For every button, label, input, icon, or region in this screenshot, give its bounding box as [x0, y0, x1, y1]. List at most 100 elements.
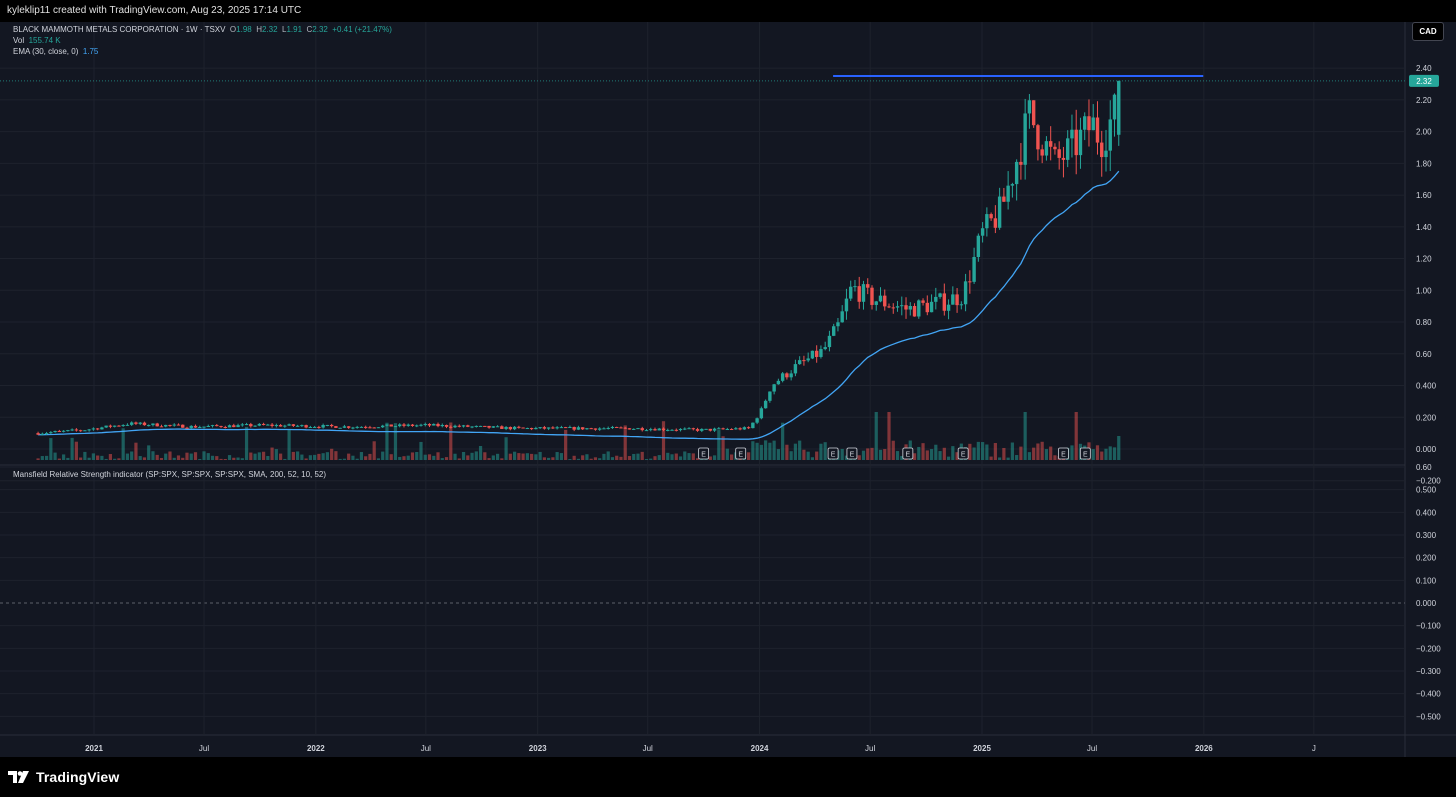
- high-label: H: [256, 25, 262, 34]
- high-value: 2.32: [261, 25, 278, 34]
- price-chart[interactable]: 2.40 2.20 2.00 1.80 1.60 1.40 1.20 1.00 0.80 0.60…: [0, 22, 1456, 757]
- candle-body: [529, 428, 534, 430]
- y-tick-label: −0.200: [1416, 477, 1441, 486]
- candle-body: [517, 426, 521, 428]
- volume-bar: [755, 442, 759, 460]
- candle-body: [768, 391, 772, 401]
- volume-bar: [104, 458, 108, 460]
- candle-body: [1027, 100, 1032, 114]
- candle-body: [1002, 196, 1006, 202]
- volume-bar: [330, 448, 334, 460]
- candle-body: [666, 429, 670, 431]
- candle-body: [385, 424, 389, 426]
- candle-body: [704, 428, 708, 430]
- candle-body: [759, 408, 764, 419]
- candle-body: [883, 295, 887, 307]
- volume-bar: [512, 451, 517, 460]
- volume-bar: [542, 457, 546, 460]
- candle-body: [219, 426, 223, 428]
- candle-body: [997, 196, 1002, 228]
- candle-body: [181, 424, 185, 428]
- volume-bar: [695, 458, 700, 460]
- candle-body: [351, 427, 355, 429]
- volume-bar: [338, 458, 342, 460]
- volume-bar: [1074, 412, 1078, 460]
- volume-bar: [364, 456, 368, 460]
- volume-bar: [453, 453, 457, 460]
- y-tick-label: 0.80: [1416, 318, 1432, 327]
- y-tick-label: 0.400: [1416, 382, 1437, 391]
- volume-bar: [883, 449, 887, 460]
- earnings-marker-label: E: [961, 452, 966, 459]
- volume-bar: [878, 449, 883, 460]
- candle-body: [955, 294, 959, 306]
- candle-body: [1044, 141, 1049, 156]
- candle-body: [776, 380, 781, 385]
- candle-body: [615, 426, 619, 428]
- chart-panel[interactable]: 2.40 2.20 2.00 1.80 1.60 1.40 1.20 1.00 0.80 0.60…: [0, 22, 1456, 757]
- indicator-y-tick-label: 0.200: [1416, 554, 1437, 563]
- y-tick-label: 0.000: [1416, 445, 1437, 454]
- candle-body: [878, 295, 883, 302]
- candles: [36, 80, 1121, 436]
- x-tick-label: Jul: [643, 744, 653, 753]
- candle-body: [308, 426, 313, 428]
- candle-body: [683, 428, 687, 430]
- candle-body: [921, 300, 925, 303]
- candle-body: [844, 298, 849, 312]
- volume-bar: [215, 456, 219, 460]
- volume-bar: [134, 442, 138, 460]
- volume-bar: [351, 455, 355, 460]
- volume-bar: [368, 453, 372, 460]
- candle-body: [793, 364, 798, 374]
- volume-bar: [866, 448, 870, 460]
- volume-bar: [500, 458, 504, 460]
- volume-bar: [1049, 446, 1053, 460]
- volume-bar: [470, 452, 474, 460]
- volume-bar: [483, 452, 487, 460]
- volume-bar: [223, 458, 227, 460]
- candle-body: [895, 306, 900, 308]
- candle-body: [134, 422, 138, 424]
- candle-body: [942, 293, 947, 311]
- volume-bar: [691, 453, 695, 460]
- volume-bar: [674, 453, 678, 460]
- candle-body: [346, 426, 351, 428]
- candle-body: [780, 373, 785, 381]
- candle-body: [363, 426, 368, 428]
- volume-bar: [219, 458, 223, 460]
- candle-body: [257, 423, 262, 426]
- volume-bar: [449, 422, 453, 460]
- candle-body: [151, 423, 155, 426]
- volume-bar: [747, 452, 751, 460]
- candle-body: [317, 426, 321, 428]
- candle-body: [376, 427, 381, 429]
- candle-body: [814, 350, 819, 357]
- volume-bar: [359, 452, 364, 460]
- indicator-y-tick-label: 0.400: [1416, 508, 1437, 517]
- volume-bar: [793, 443, 798, 460]
- candle-body: [657, 428, 661, 431]
- candle-body: [312, 426, 317, 428]
- candle-body: [415, 425, 419, 427]
- volume-bar: [1070, 445, 1074, 460]
- volume-bar: [1104, 448, 1108, 460]
- candle-body: [1100, 142, 1104, 158]
- candle-body: [555, 427, 559, 429]
- candle-body: [925, 302, 929, 313]
- volume-bar: [385, 422, 389, 460]
- volume-bar: [610, 457, 615, 460]
- tradingview-logo-icon: [8, 771, 29, 783]
- candle-body: [746, 427, 751, 429]
- currency-button[interactable]: CAD: [1412, 22, 1444, 41]
- volume-bar: [781, 422, 785, 460]
- volume-bar: [776, 449, 780, 460]
- volume-bar: [572, 455, 576, 460]
- volume-bar: [125, 453, 130, 460]
- volume-bar: [317, 453, 321, 460]
- volume-bar: [240, 458, 244, 460]
- volume-bar: [117, 458, 121, 460]
- volume-bar: [1053, 455, 1057, 460]
- candle-body: [155, 423, 159, 427]
- volume-bar: [998, 457, 1002, 460]
